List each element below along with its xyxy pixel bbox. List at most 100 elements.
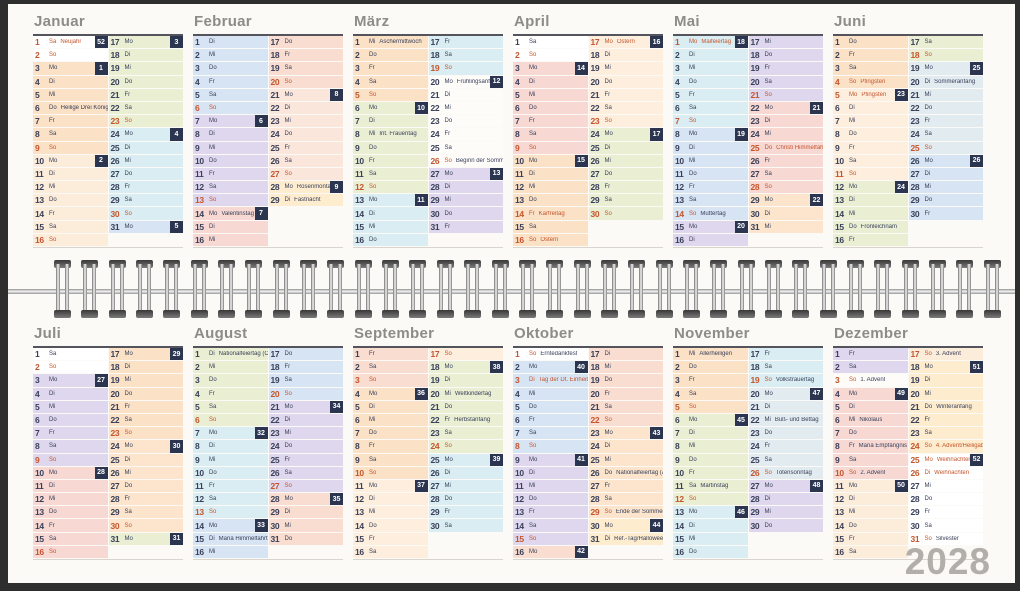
day-number: 21 xyxy=(110,89,120,100)
day-cell: 1 Mi Allerheiligen xyxy=(673,348,748,361)
day-row: 10 Mo 28 26 Mi xyxy=(33,466,183,479)
holiday-label: Nationalfeiertag (A) xyxy=(616,469,663,476)
day-number: 24 xyxy=(270,441,280,452)
day-cell: 22 Di xyxy=(268,101,343,115)
loop-cap-top xyxy=(710,260,728,268)
weekday-abbr: Fr xyxy=(849,144,855,151)
loop-wire-left xyxy=(630,264,635,314)
day-cell: 18 Di xyxy=(108,49,183,62)
day-row: 12 Sa 28 Mo 35 xyxy=(193,493,343,506)
spiral-loop xyxy=(737,260,755,318)
day-row: 4 Mi 20 Fr xyxy=(513,387,663,400)
day-number: 12 xyxy=(675,494,684,505)
day-row: 12 Mi 28 Fr xyxy=(513,181,663,194)
weekday-abbr: Di xyxy=(849,197,855,204)
day-row: 16 Mo 42 xyxy=(513,545,663,558)
weekday-abbr: Do xyxy=(284,351,293,358)
day-cell: 5 So xyxy=(353,88,428,101)
day-cell: 25 Mo Weihnachten 52 xyxy=(908,453,983,466)
day-cell: 13 Mi xyxy=(833,506,908,519)
weekday-abbr: Mo xyxy=(124,351,133,358)
day-number: 19 xyxy=(590,375,600,386)
day-row: 10 So 2. Advent 26 Di Weihnachten xyxy=(833,466,983,479)
day-cell: 17 Fr xyxy=(428,36,503,49)
weekday-abbr: Do xyxy=(444,210,453,217)
day-number: 29 xyxy=(910,195,920,206)
spiral-loop xyxy=(218,260,236,318)
day-number: 12 xyxy=(515,494,524,505)
spiral-loop xyxy=(573,260,591,318)
day-cell: 19 Sa xyxy=(268,374,343,387)
loop-cap-bottom xyxy=(354,310,372,318)
loop-cap-bottom xyxy=(819,310,837,318)
week-number-badge: 36 xyxy=(414,387,428,400)
day-cell: 10 Fr xyxy=(353,154,428,167)
weekday-abbr: Mo xyxy=(444,456,453,463)
day-number: 13 xyxy=(355,195,364,206)
day-number: 5 xyxy=(675,401,680,412)
day-number: 25 xyxy=(110,142,120,153)
weekday-abbr: Mo xyxy=(209,210,218,217)
weekday-abbr: Sa xyxy=(444,430,452,437)
weekday-abbr: Di xyxy=(764,496,771,503)
day-number: 26 xyxy=(270,467,280,478)
day-cell: 23 Do xyxy=(748,427,823,440)
weekday-abbr: Fr xyxy=(444,223,451,230)
day-row: 5 Di 21 Do xyxy=(353,400,503,413)
day-cell: 19 Di xyxy=(428,374,503,387)
day-number: 16 xyxy=(355,234,364,245)
weekday-abbr: Mo xyxy=(604,522,613,529)
day-cell: 14 Sa xyxy=(513,519,588,532)
day-number: 6 xyxy=(195,415,200,426)
day-row: 12 So 28 Di xyxy=(353,181,503,194)
weekday-abbr: Mo xyxy=(924,456,933,463)
day-number: 28 xyxy=(270,182,280,193)
day-number: 22 xyxy=(590,103,600,114)
day-number: 3 xyxy=(195,63,200,74)
spiral-loop xyxy=(764,260,782,318)
weekday-abbr: Di xyxy=(284,197,291,204)
spiral-loop xyxy=(846,260,864,318)
weekday-abbr: Fr xyxy=(849,443,855,450)
day-cell: 17 Mi xyxy=(748,36,823,49)
day-number: 23 xyxy=(110,116,120,127)
day-cell: 16 Do xyxy=(353,233,428,246)
day-number: 16 xyxy=(35,546,44,557)
day-number: 30 xyxy=(910,520,920,531)
day-cell: 12 Do xyxy=(513,493,588,506)
week-number-badge: 38 xyxy=(490,361,503,374)
month-juli: Juli 1 Sa 17 Mo 29 2 So 18 Di 3 Mo 27 19 Mi 4 Di 20 Do 5 Mi 2… xyxy=(33,325,183,560)
week-number-badge: 14 xyxy=(574,62,588,75)
day-cell: 15 Di xyxy=(193,220,268,233)
day-number: 30 xyxy=(590,208,600,219)
weekday-abbr: Fr xyxy=(444,509,451,516)
day-row: 16 Do xyxy=(673,545,823,558)
day-cell xyxy=(269,234,344,246)
day-number: 18 xyxy=(430,362,440,373)
day-cell: 26 Sa xyxy=(268,466,343,479)
spiral-loop xyxy=(354,260,372,318)
day-cell: 11 Di xyxy=(33,479,108,493)
weekday-abbr: Mi xyxy=(604,65,611,72)
loop-wire-right xyxy=(502,264,507,314)
weekday-abbr: Mo xyxy=(924,364,933,371)
day-cell: 6 Di xyxy=(833,101,908,115)
day-number: 16 xyxy=(515,546,524,557)
weekday-abbr: Fr xyxy=(284,456,291,463)
loop-cap-top xyxy=(409,260,427,268)
day-number: 2 xyxy=(675,362,680,373)
day-row: 5 Mi 21 Fr xyxy=(513,88,663,101)
day-number: 24 xyxy=(110,441,120,452)
day-cell: 4 Di xyxy=(33,75,108,88)
day-row: 6 Mi 22 Fr Herbstanfang xyxy=(353,413,503,427)
weekday-abbr: Mi xyxy=(529,184,536,191)
day-cell xyxy=(109,234,184,246)
weekday-abbr: Sa xyxy=(849,456,857,463)
weekday-abbr: Di xyxy=(209,223,215,230)
weekday-abbr: So xyxy=(529,236,537,243)
day-cell: 1 Di xyxy=(193,36,268,49)
day-cell: 3 Do xyxy=(193,374,268,387)
day-cell: 11 Mo 37 xyxy=(353,479,428,493)
day-row: 8 Sa 24 Mo 4 xyxy=(33,128,183,141)
day-number: 14 xyxy=(515,520,524,531)
